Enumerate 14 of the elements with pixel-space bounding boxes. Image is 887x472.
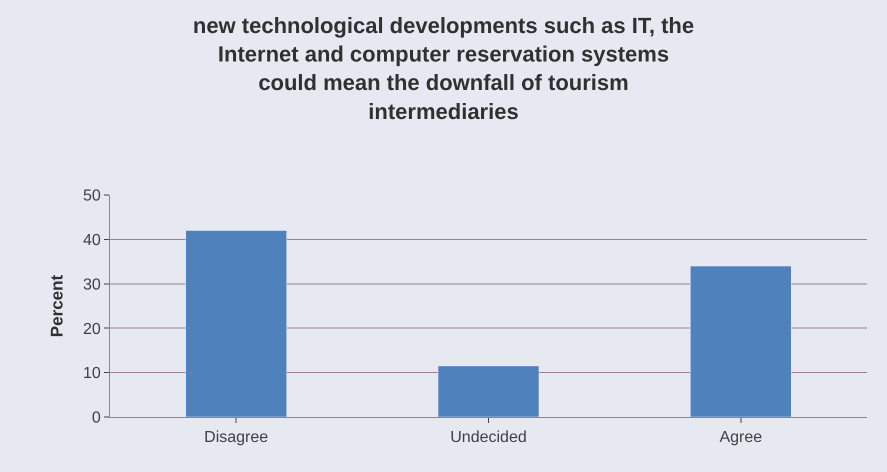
x-tick-label: Disagree <box>204 429 268 446</box>
bar <box>438 366 540 417</box>
bar <box>185 230 287 417</box>
chart-title: new technological developments such as IT, the Internet and computer reservation systems could mean the downfall of tourism intermediaries <box>192 13 694 124</box>
x-tick-label: Undecided <box>450 429 527 446</box>
x-tick-label: Agree <box>719 429 762 446</box>
y-tick-label: 40 <box>83 232 101 249</box>
y-tick-label: 30 <box>83 276 101 294</box>
bar <box>690 266 792 417</box>
y-tick-label: 0 <box>92 410 101 427</box>
y-tick-label: 10 <box>83 365 101 382</box>
y-axis-title: Percent <box>48 274 67 338</box>
y-tick-label: 20 <box>83 320 101 338</box>
y-tick-label: 50 <box>83 188 101 205</box>
